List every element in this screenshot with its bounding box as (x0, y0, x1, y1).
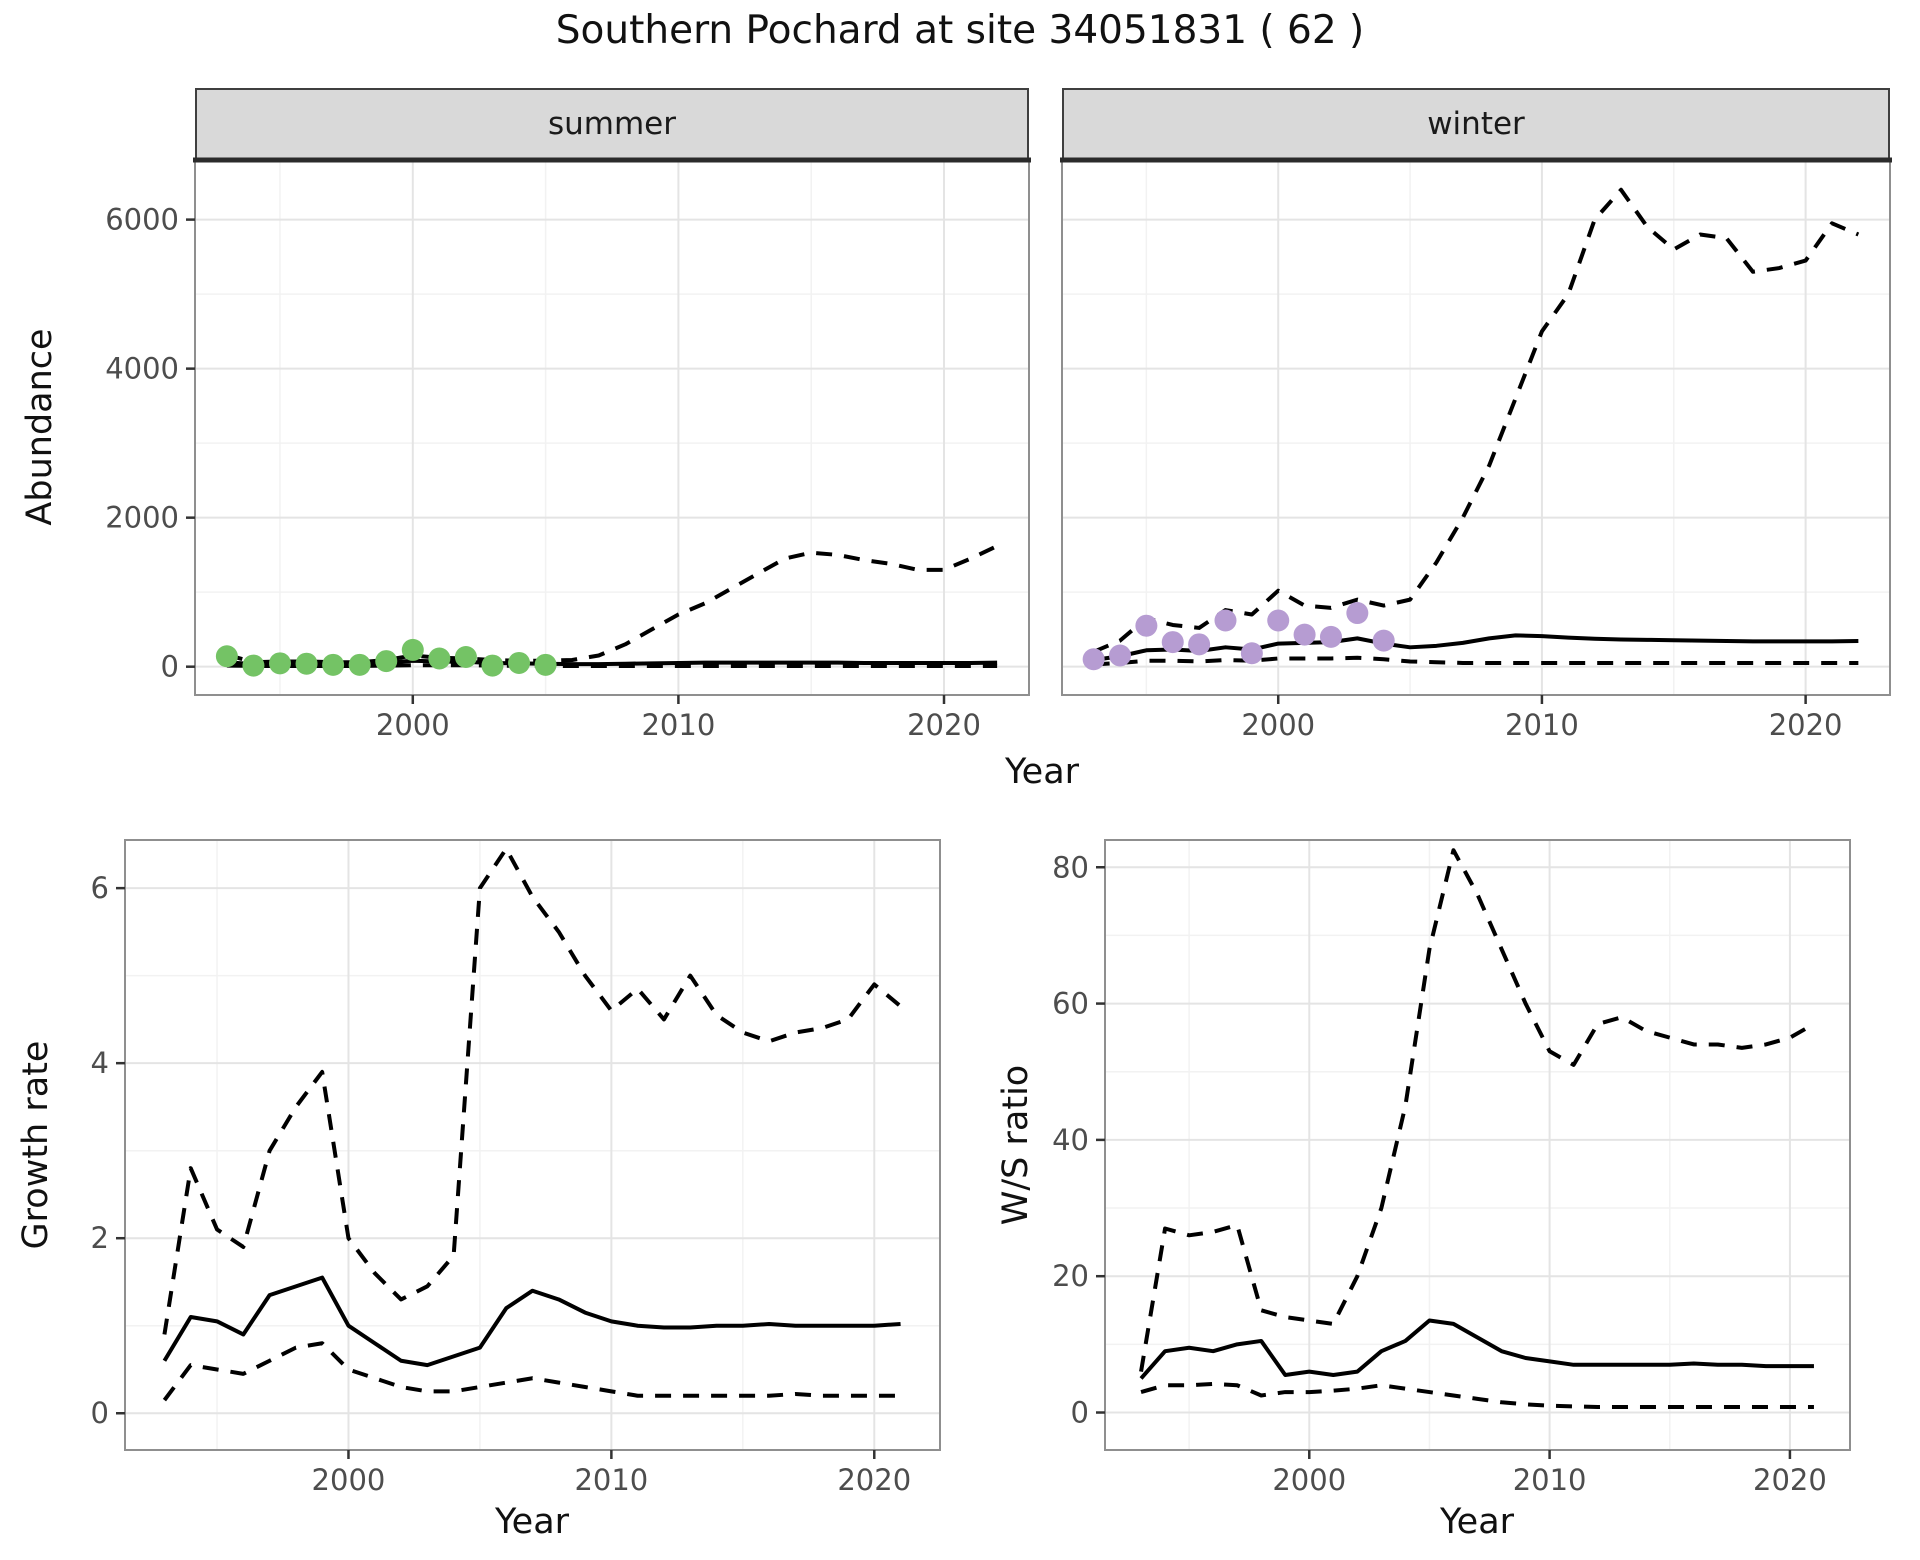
observation-point (1293, 623, 1316, 646)
y-tick-label: 4000 (105, 352, 179, 386)
observation-point (534, 653, 557, 676)
observation-point (1135, 614, 1158, 637)
abundance-axis-title: Abundance (20, 328, 60, 526)
upper_ci-line (162, 846, 902, 1335)
observation-point (428, 647, 451, 670)
x-tick-label: 2010 (641, 708, 715, 742)
observation-point (348, 653, 371, 676)
x-tick-label: 2020 (837, 1463, 911, 1497)
y-tick-label: 0 (1071, 1396, 1089, 1430)
median-line (1139, 1318, 1814, 1380)
panel-background (125, 840, 940, 1450)
facet-label-summer: summer (547, 106, 676, 142)
observation-point (1082, 648, 1105, 671)
x-tick-label: 2000 (1241, 708, 1315, 742)
y-tick-label: 6000 (105, 203, 179, 237)
x-tick-label: 2010 (1505, 708, 1579, 742)
growth-rate-axis-title: Growth rate (16, 1040, 56, 1250)
y-tick-label: 60 (1052, 987, 1089, 1021)
ws-ratio-axis-title: W/S ratio (996, 1064, 1036, 1226)
y-tick-label: 0 (91, 1396, 109, 1430)
year-axis-title-ratio: Year (1439, 1502, 1515, 1542)
observation-point (295, 652, 318, 675)
observation-point (268, 652, 291, 675)
observation-point (454, 645, 477, 668)
observation-point (401, 638, 424, 661)
x-tick-label: 2020 (907, 708, 981, 742)
x-tick-label: 2000 (376, 708, 450, 742)
observation-point (1240, 642, 1263, 665)
x-tick-label: 2010 (574, 1463, 648, 1497)
y-tick-label: 4 (91, 1046, 109, 1080)
observation-point (1267, 609, 1290, 632)
observation-point (481, 654, 504, 677)
panel-border (124, 839, 941, 1451)
observation-point (242, 654, 265, 677)
observation-point (1372, 629, 1395, 652)
observation-point (375, 650, 398, 673)
x-tick-label: 2000 (312, 1463, 386, 1497)
y-tick-label: 80 (1052, 850, 1089, 884)
x-tick-label: 2020 (1769, 708, 1843, 742)
observation-point (1161, 631, 1184, 654)
x-tick-label: 2010 (1513, 1463, 1587, 1497)
summer-abundance-chart: 2000 2010 2020 0 2000 4000 6000 (105, 157, 1031, 742)
panel-background (1062, 160, 1890, 695)
observation-point (1109, 644, 1132, 667)
y-tick-label: 40 (1052, 1123, 1089, 1157)
figure-title: Southern Pochard at site 34051831 ( 62 ) (555, 8, 1365, 53)
observation-point (1188, 633, 1211, 656)
lower_ci-line (1093, 655, 1859, 667)
growth-rate-chart: 2000 2010 2020 0 2 4 6 (91, 839, 941, 1497)
y-tick-label: 2000 (105, 501, 179, 535)
median-line (1093, 633, 1859, 662)
observation-point (1319, 625, 1342, 648)
lower_ci-line (1140, 1381, 1814, 1410)
panel-border (1104, 839, 1851, 1451)
facet-strip-summer: summer (195, 88, 1029, 160)
ws-ratio-chart: 2000 2010 2020 0 20 40 60 80 (1052, 839, 1851, 1497)
year-axis-title-top: Year (1004, 752, 1080, 792)
observation-point (1214, 609, 1237, 632)
observation-point (215, 645, 238, 668)
observation-point (1346, 602, 1369, 625)
observation-point (508, 651, 531, 674)
y-tick-label: 2 (91, 1221, 109, 1255)
observation-point (322, 653, 345, 676)
panel-background (195, 160, 1029, 695)
y-tick-label: 0 (161, 650, 179, 684)
lower_ci-line (162, 1341, 901, 1402)
x-tick-label: 2020 (1753, 1463, 1827, 1497)
panel-background (1105, 840, 1850, 1450)
y-tick-label: 20 (1052, 1259, 1089, 1293)
y-tick-label: 6 (91, 871, 109, 905)
median-line (162, 1275, 901, 1368)
year-axis-title-growth: Year (494, 1502, 570, 1542)
winter-abundance-chart: 2000 2010 2020 (1060, 157, 1892, 742)
x-tick-label: 2000 (1272, 1463, 1346, 1497)
facet-label-winter: winter (1427, 106, 1525, 142)
